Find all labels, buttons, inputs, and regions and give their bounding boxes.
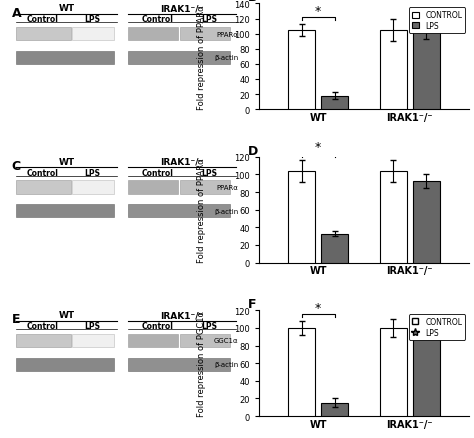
Y-axis label: Fold repression of PGC1α: Fold repression of PGC1α	[197, 311, 206, 416]
Text: Control: Control	[142, 321, 174, 330]
Text: β-actin: β-actin	[215, 361, 239, 367]
Bar	[321, 96, 348, 110]
Bar	[180, 28, 230, 41]
Bar	[288, 31, 316, 110]
Bar	[17, 334, 71, 347]
Bar	[128, 358, 230, 371]
Bar	[128, 28, 178, 41]
Bar	[288, 172, 316, 263]
Text: PPARα: PPARα	[217, 184, 239, 191]
Text: GGC1α: GGC1α	[214, 338, 239, 344]
Bar	[128, 181, 178, 194]
Legend: CONTROL, LPS: CONTROL, LPS	[409, 314, 465, 340]
Text: WT: WT	[59, 311, 75, 319]
Y-axis label: Fold repression of PPARα: Fold repression of PPARα	[197, 5, 206, 110]
Text: *: *	[315, 141, 321, 154]
Text: Control: Control	[27, 15, 58, 24]
Bar	[412, 181, 440, 263]
Text: LPS: LPS	[84, 321, 100, 330]
Bar	[17, 181, 71, 194]
Bar	[128, 334, 178, 347]
Text: C: C	[12, 159, 21, 173]
Bar	[128, 52, 230, 64]
Text: LPS: LPS	[84, 168, 100, 177]
Bar	[321, 234, 348, 263]
Bar	[17, 358, 114, 371]
Bar	[380, 328, 407, 416]
Bar	[180, 181, 230, 194]
Bar	[380, 172, 407, 263]
Text: Control: Control	[27, 168, 58, 177]
Bar	[72, 28, 114, 41]
Text: A: A	[12, 7, 21, 19]
Text: *: *	[315, 301, 321, 314]
Text: LPS: LPS	[201, 168, 217, 177]
Bar	[380, 31, 407, 110]
Text: Control: Control	[142, 168, 174, 177]
Bar	[72, 334, 114, 347]
Text: B: B	[248, 0, 258, 4]
Bar	[17, 205, 114, 218]
Bar	[288, 328, 316, 416]
Text: β-actin: β-actin	[215, 55, 239, 61]
Text: D: D	[248, 145, 258, 157]
Text: Control: Control	[27, 321, 58, 330]
Bar	[72, 181, 114, 194]
Text: IRAK1⁻/⁻: IRAK1⁻/⁻	[160, 311, 204, 319]
Text: IRAK1⁻/⁻: IRAK1⁻/⁻	[160, 4, 204, 13]
Text: PPARα: PPARα	[217, 32, 239, 38]
Bar	[128, 205, 230, 218]
Text: Control: Control	[142, 15, 174, 24]
Legend: CONTROL, LPS: CONTROL, LPS	[409, 8, 465, 34]
Y-axis label: Fold repression of PPARα: Fold repression of PPARα	[197, 158, 206, 262]
Text: LPS: LPS	[201, 15, 217, 24]
Text: WT: WT	[59, 4, 75, 13]
Text: WT: WT	[59, 157, 75, 166]
Bar	[412, 32, 440, 110]
Text: β-actin: β-actin	[215, 208, 239, 214]
Text: E: E	[12, 313, 20, 325]
Bar	[17, 52, 114, 64]
Bar	[412, 328, 440, 416]
Text: LPS: LPS	[201, 321, 217, 330]
Text: F: F	[248, 297, 257, 311]
Text: *: *	[315, 5, 321, 18]
Bar	[321, 403, 348, 416]
Bar	[17, 28, 71, 41]
Text: LPS: LPS	[84, 15, 100, 24]
Bar	[180, 334, 230, 347]
Text: IRAK1⁻/⁻: IRAK1⁻/⁻	[160, 157, 204, 166]
